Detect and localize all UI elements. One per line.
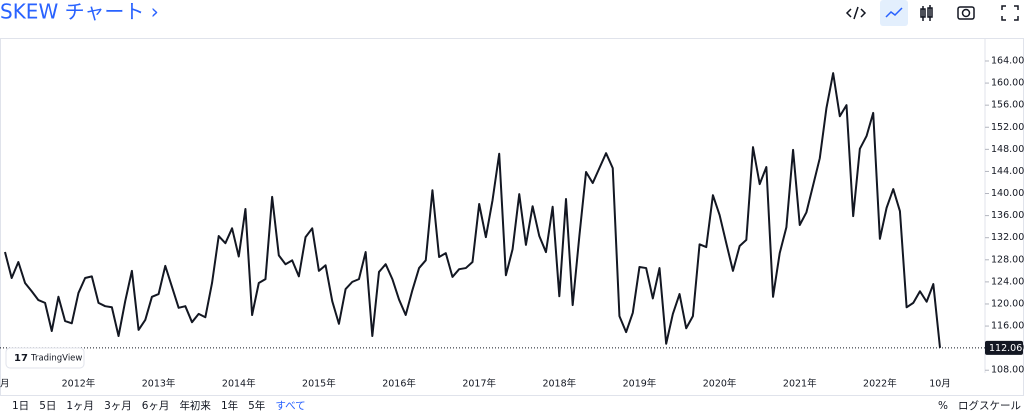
y-tick-label: 108.00: [991, 365, 1024, 376]
toolbar: [845, 0, 1019, 26]
range-button[interactable]: 1ヶ月: [66, 400, 94, 412]
x-tick-label: 2012年: [62, 378, 96, 390]
range-button[interactable]: 年初来: [179, 399, 211, 412]
x-tick-label: 月: [0, 379, 10, 390]
range-button[interactable]: 5年: [248, 399, 265, 412]
x-tick-label: 2013年: [142, 378, 176, 390]
line-icon[interactable]: [885, 7, 903, 18]
x-tick-label: 2016年: [382, 378, 416, 390]
x-tick-label: 2014年: [222, 378, 256, 390]
last-price-box: [985, 340, 1023, 355]
x-tick-label: 10月: [929, 379, 951, 390]
x-tick-label: 2019年: [623, 378, 657, 390]
x-tick-label: 2022年: [863, 378, 897, 390]
watermark-box: [5, 347, 85, 369]
last-price-label: 112.06: [989, 343, 1022, 354]
scale-button[interactable]: %: [938, 400, 948, 412]
watermark: 17 TradingView: [5, 347, 85, 369]
y-tick-label: 132.00: [991, 232, 1024, 243]
y-tick-label: 124.00: [991, 276, 1024, 287]
price-line: [4, 72, 941, 348]
y-tick-label: 144.00: [991, 166, 1024, 177]
y-tick-label: 156.00: [991, 100, 1024, 111]
camera-lens: [961, 8, 971, 18]
embed-icon[interactable]: [845, 6, 867, 20]
y-tick-label: 128.00: [991, 254, 1024, 265]
range-button[interactable]: 6ヶ月: [142, 400, 170, 412]
y-tick-label: 164.00: [991, 55, 1024, 66]
watermark-logo: 17: [14, 353, 28, 364]
y-tick-label: 116.00: [991, 321, 1024, 332]
scale-button[interactable]: ログスケール: [958, 399, 1021, 412]
y-tick-label: 140.00: [991, 188, 1024, 199]
range-button[interactable]: 5日: [39, 400, 56, 412]
range-button[interactable]: 3ヶ月: [104, 400, 132, 412]
y-tick-label: 120.00: [991, 298, 1024, 309]
range-button[interactable]: 1年: [221, 399, 238, 412]
x-tick-label: 2018年: [542, 378, 576, 390]
fullscreen-icon[interactable]: [1001, 5, 1019, 21]
y-tick-label: 136.00: [991, 210, 1024, 221]
x-tick-label: 2020年: [703, 378, 737, 390]
y-tick-label: 148.00: [991, 144, 1024, 155]
x-tick-label: 2021年: [783, 378, 817, 390]
line-btn-bg[interactable]: [880, 0, 908, 26]
watermark-text: TradingView: [30, 354, 82, 364]
x-tick-label: 2017年: [462, 378, 496, 390]
camera-icon[interactable]: [957, 6, 975, 20]
title[interactable]: SKEW チャート ›: [0, 0, 159, 24]
y-tick-label: 152.00: [991, 122, 1024, 133]
range-button[interactable]: すべて: [275, 400, 305, 412]
candle-icon[interactable]: [920, 5, 933, 21]
y-tick-label: 160.00: [991, 78, 1024, 89]
x-tick-label: 2015年: [302, 378, 336, 390]
range-button[interactable]: 1日: [12, 400, 29, 412]
